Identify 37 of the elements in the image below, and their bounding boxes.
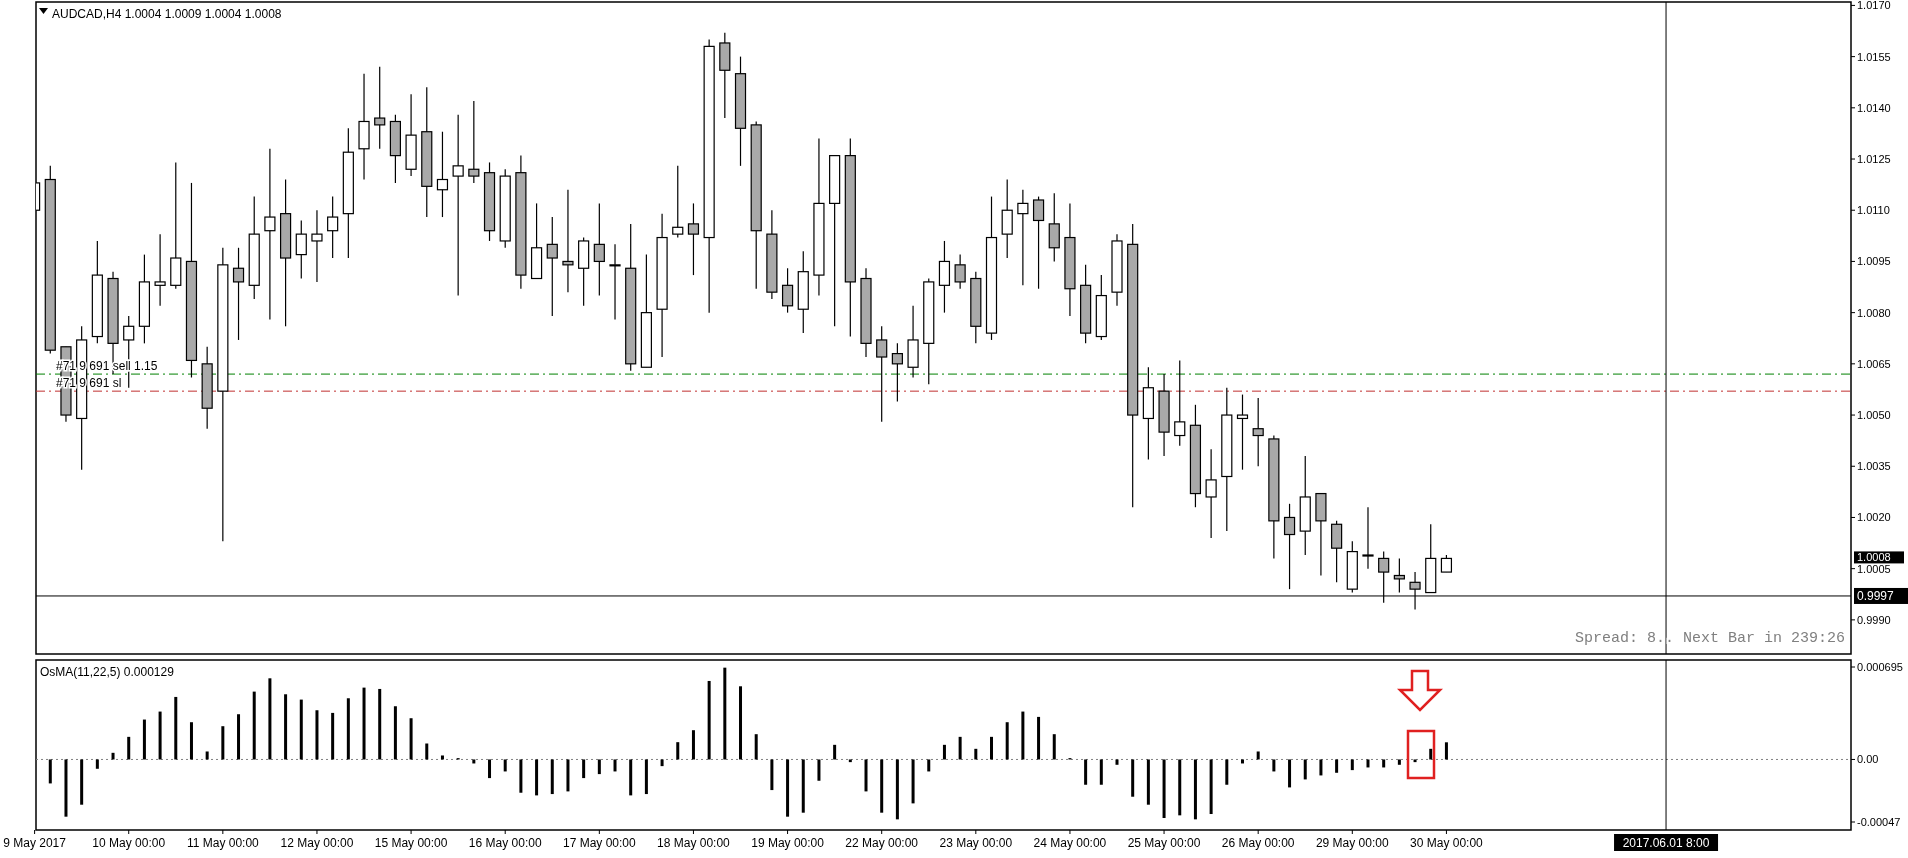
y-tick-label: 1.0050 — [1857, 409, 1891, 422]
x-tick-label: 15 May 00:00 — [374, 836, 448, 850]
y-tick-label: 1.0110 — [1857, 204, 1890, 217]
x-tick-label: 2017.06.01 8:00 — [1622, 836, 1710, 850]
x-tick-label: 26 May 00:00 — [1221, 836, 1295, 850]
x-tick-label: 12 May 00:00 — [280, 836, 354, 850]
y-tick-label: 0.9990 — [1857, 613, 1891, 626]
x-tick-label: 11 May 00:00 — [186, 836, 260, 850]
ref-line-label: 0.9997 — [1857, 588, 1895, 603]
y-tick-label: 1.0155 — [1857, 50, 1891, 63]
chart-title: OsMA(11,22,5) 0.000129 — [40, 665, 175, 679]
x-tick-label: 23 May 00:00 — [939, 836, 1013, 850]
x-tick-label: 22 May 00:00 — [845, 836, 919, 850]
y-tick-label: 1.0095 — [1857, 255, 1891, 268]
y-tick-label: 0.000695 — [1857, 661, 1903, 673]
y-tick-label: 1.0140 — [1857, 101, 1891, 114]
y-tick-label: -0.00047 — [1857, 816, 1901, 828]
x-tick-label: 16 May 00:00 — [468, 836, 542, 850]
x-tick-label: 30 May 00:00 — [1410, 836, 1484, 850]
x-tick-label: 29 May 00:00 — [1315, 836, 1389, 850]
text: 1.0008 — [1857, 551, 1891, 564]
x-tick-label: 25 May 00:00 — [1127, 836, 1201, 850]
y-tick-label: 1.0080 — [1857, 306, 1891, 319]
x-tick-label: 17 May 00:00 — [562, 836, 637, 850]
y-tick-label: 1.0035 — [1857, 460, 1891, 473]
y-tick-label: 1.0020 — [1857, 511, 1891, 524]
x-tick-label: 9 May 2017 — [3, 836, 67, 850]
y-tick-label: 0.00 — [1857, 753, 1879, 766]
y-tick-label: 1.0125 — [1857, 153, 1891, 166]
y-tick-label: 1.0170 — [1857, 0, 1891, 12]
x-tick-label: 19 May 00:00 — [751, 836, 825, 850]
x-tick-label: 24 May 00:00 — [1033, 836, 1107, 850]
text: AUDCAD,H4 1.0004 1.0009 1.0004 1.0008 — [52, 7, 282, 21]
x-tick-label: 18 May 00:00 — [657, 836, 731, 850]
y-tick-label: 1.0065 — [1857, 357, 1891, 370]
y-tick-label: 1.0005 — [1857, 562, 1891, 575]
x-tick-label: 10 May 00:00 — [92, 836, 166, 850]
